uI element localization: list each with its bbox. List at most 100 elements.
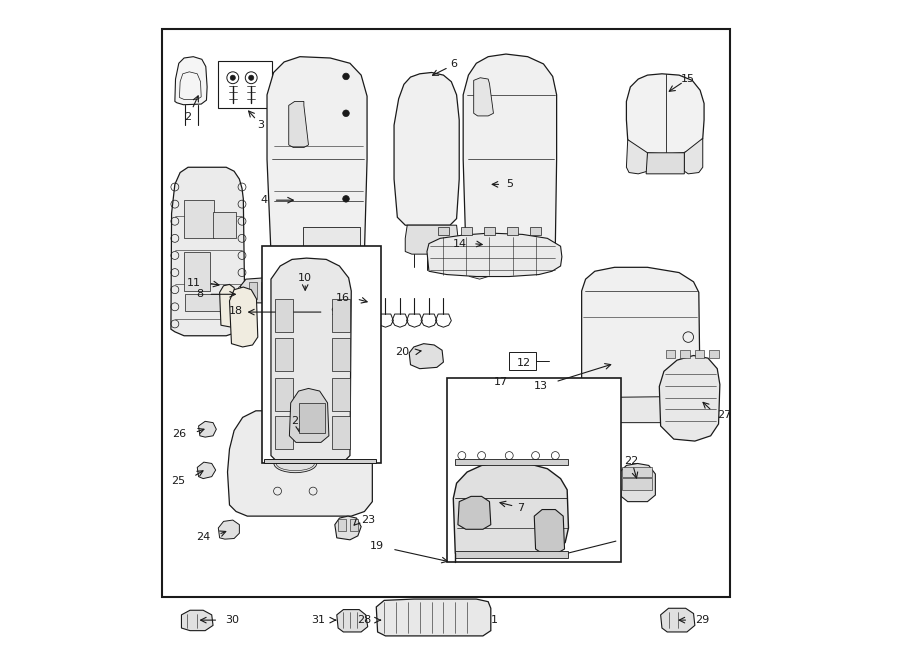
- Bar: [509, 352, 536, 370]
- Text: 26: 26: [173, 430, 186, 440]
- Polygon shape: [197, 462, 216, 479]
- Text: 16: 16: [336, 293, 350, 303]
- Text: 12: 12: [517, 358, 531, 368]
- Text: 22: 22: [624, 456, 638, 466]
- Text: 28: 28: [356, 615, 371, 625]
- Polygon shape: [289, 101, 309, 147]
- Text: 14: 14: [453, 239, 466, 249]
- Text: 1: 1: [491, 615, 499, 625]
- Text: 8: 8: [196, 290, 203, 299]
- Text: 6: 6: [450, 59, 457, 69]
- Polygon shape: [473, 78, 493, 116]
- Bar: [185, 294, 221, 311]
- Text: 27: 27: [717, 410, 732, 420]
- Text: 11: 11: [187, 278, 202, 288]
- Ellipse shape: [274, 454, 317, 473]
- Text: 21: 21: [292, 416, 306, 426]
- Bar: [338, 520, 346, 531]
- Text: 23: 23: [361, 515, 375, 525]
- Circle shape: [343, 73, 349, 80]
- Polygon shape: [461, 227, 472, 235]
- Text: 7: 7: [518, 503, 525, 513]
- Bar: [261, 282, 269, 299]
- Bar: [447, 378, 621, 563]
- Bar: [331, 378, 350, 410]
- Text: 2: 2: [184, 112, 192, 122]
- Polygon shape: [271, 258, 351, 462]
- Bar: [302, 227, 361, 253]
- Polygon shape: [230, 287, 257, 347]
- Bar: [249, 282, 257, 299]
- Polygon shape: [199, 421, 216, 437]
- Bar: [331, 299, 350, 332]
- Text: 25: 25: [171, 475, 185, 486]
- Polygon shape: [182, 610, 213, 631]
- Text: 18: 18: [229, 306, 243, 316]
- Circle shape: [343, 239, 349, 245]
- Bar: [213, 212, 236, 239]
- Polygon shape: [265, 459, 376, 463]
- Text: 3: 3: [257, 120, 265, 130]
- Polygon shape: [337, 609, 368, 632]
- Bar: [274, 338, 293, 371]
- Polygon shape: [175, 57, 207, 104]
- Text: 31: 31: [310, 615, 325, 625]
- Text: 9: 9: [330, 307, 338, 317]
- Bar: [184, 252, 211, 291]
- Bar: [623, 478, 652, 490]
- Bar: [284, 282, 292, 299]
- Polygon shape: [508, 227, 518, 235]
- Bar: [162, 29, 730, 597]
- Text: 10: 10: [298, 273, 312, 283]
- Bar: [350, 520, 358, 531]
- Polygon shape: [455, 551, 569, 558]
- Bar: [680, 350, 689, 358]
- Polygon shape: [646, 153, 684, 174]
- Bar: [274, 299, 293, 332]
- Polygon shape: [484, 227, 495, 235]
- Bar: [709, 350, 718, 358]
- Text: 5: 5: [506, 179, 513, 189]
- Polygon shape: [684, 138, 703, 174]
- Polygon shape: [438, 227, 449, 235]
- Polygon shape: [661, 608, 695, 632]
- Polygon shape: [335, 516, 361, 540]
- Polygon shape: [581, 267, 700, 412]
- Bar: [274, 378, 293, 410]
- Polygon shape: [626, 139, 647, 174]
- Text: 13: 13: [534, 381, 547, 391]
- Polygon shape: [581, 397, 700, 422]
- Text: 20: 20: [395, 346, 410, 356]
- Polygon shape: [394, 73, 459, 225]
- Circle shape: [230, 75, 236, 81]
- Text: 30: 30: [225, 615, 238, 625]
- Polygon shape: [220, 284, 236, 327]
- Bar: [331, 338, 350, 371]
- Text: 17: 17: [494, 377, 508, 387]
- Polygon shape: [376, 599, 491, 636]
- Polygon shape: [410, 344, 444, 369]
- Bar: [184, 200, 213, 239]
- Text: 24: 24: [196, 532, 211, 542]
- Bar: [273, 282, 281, 299]
- Circle shape: [248, 75, 254, 81]
- Bar: [666, 350, 675, 358]
- Polygon shape: [530, 227, 541, 235]
- Bar: [299, 403, 325, 432]
- Circle shape: [343, 196, 349, 202]
- Polygon shape: [228, 410, 373, 516]
- Bar: [331, 416, 350, 449]
- Polygon shape: [464, 54, 556, 254]
- Text: 15: 15: [681, 74, 696, 84]
- Polygon shape: [219, 520, 239, 539]
- Bar: [274, 416, 293, 449]
- Polygon shape: [464, 247, 495, 279]
- Text: 19: 19: [370, 541, 384, 551]
- Polygon shape: [620, 463, 655, 502]
- Bar: [695, 350, 704, 358]
- Polygon shape: [405, 225, 458, 254]
- Polygon shape: [290, 389, 328, 442]
- Bar: [297, 282, 304, 299]
- Polygon shape: [427, 233, 562, 276]
- Polygon shape: [265, 253, 297, 294]
